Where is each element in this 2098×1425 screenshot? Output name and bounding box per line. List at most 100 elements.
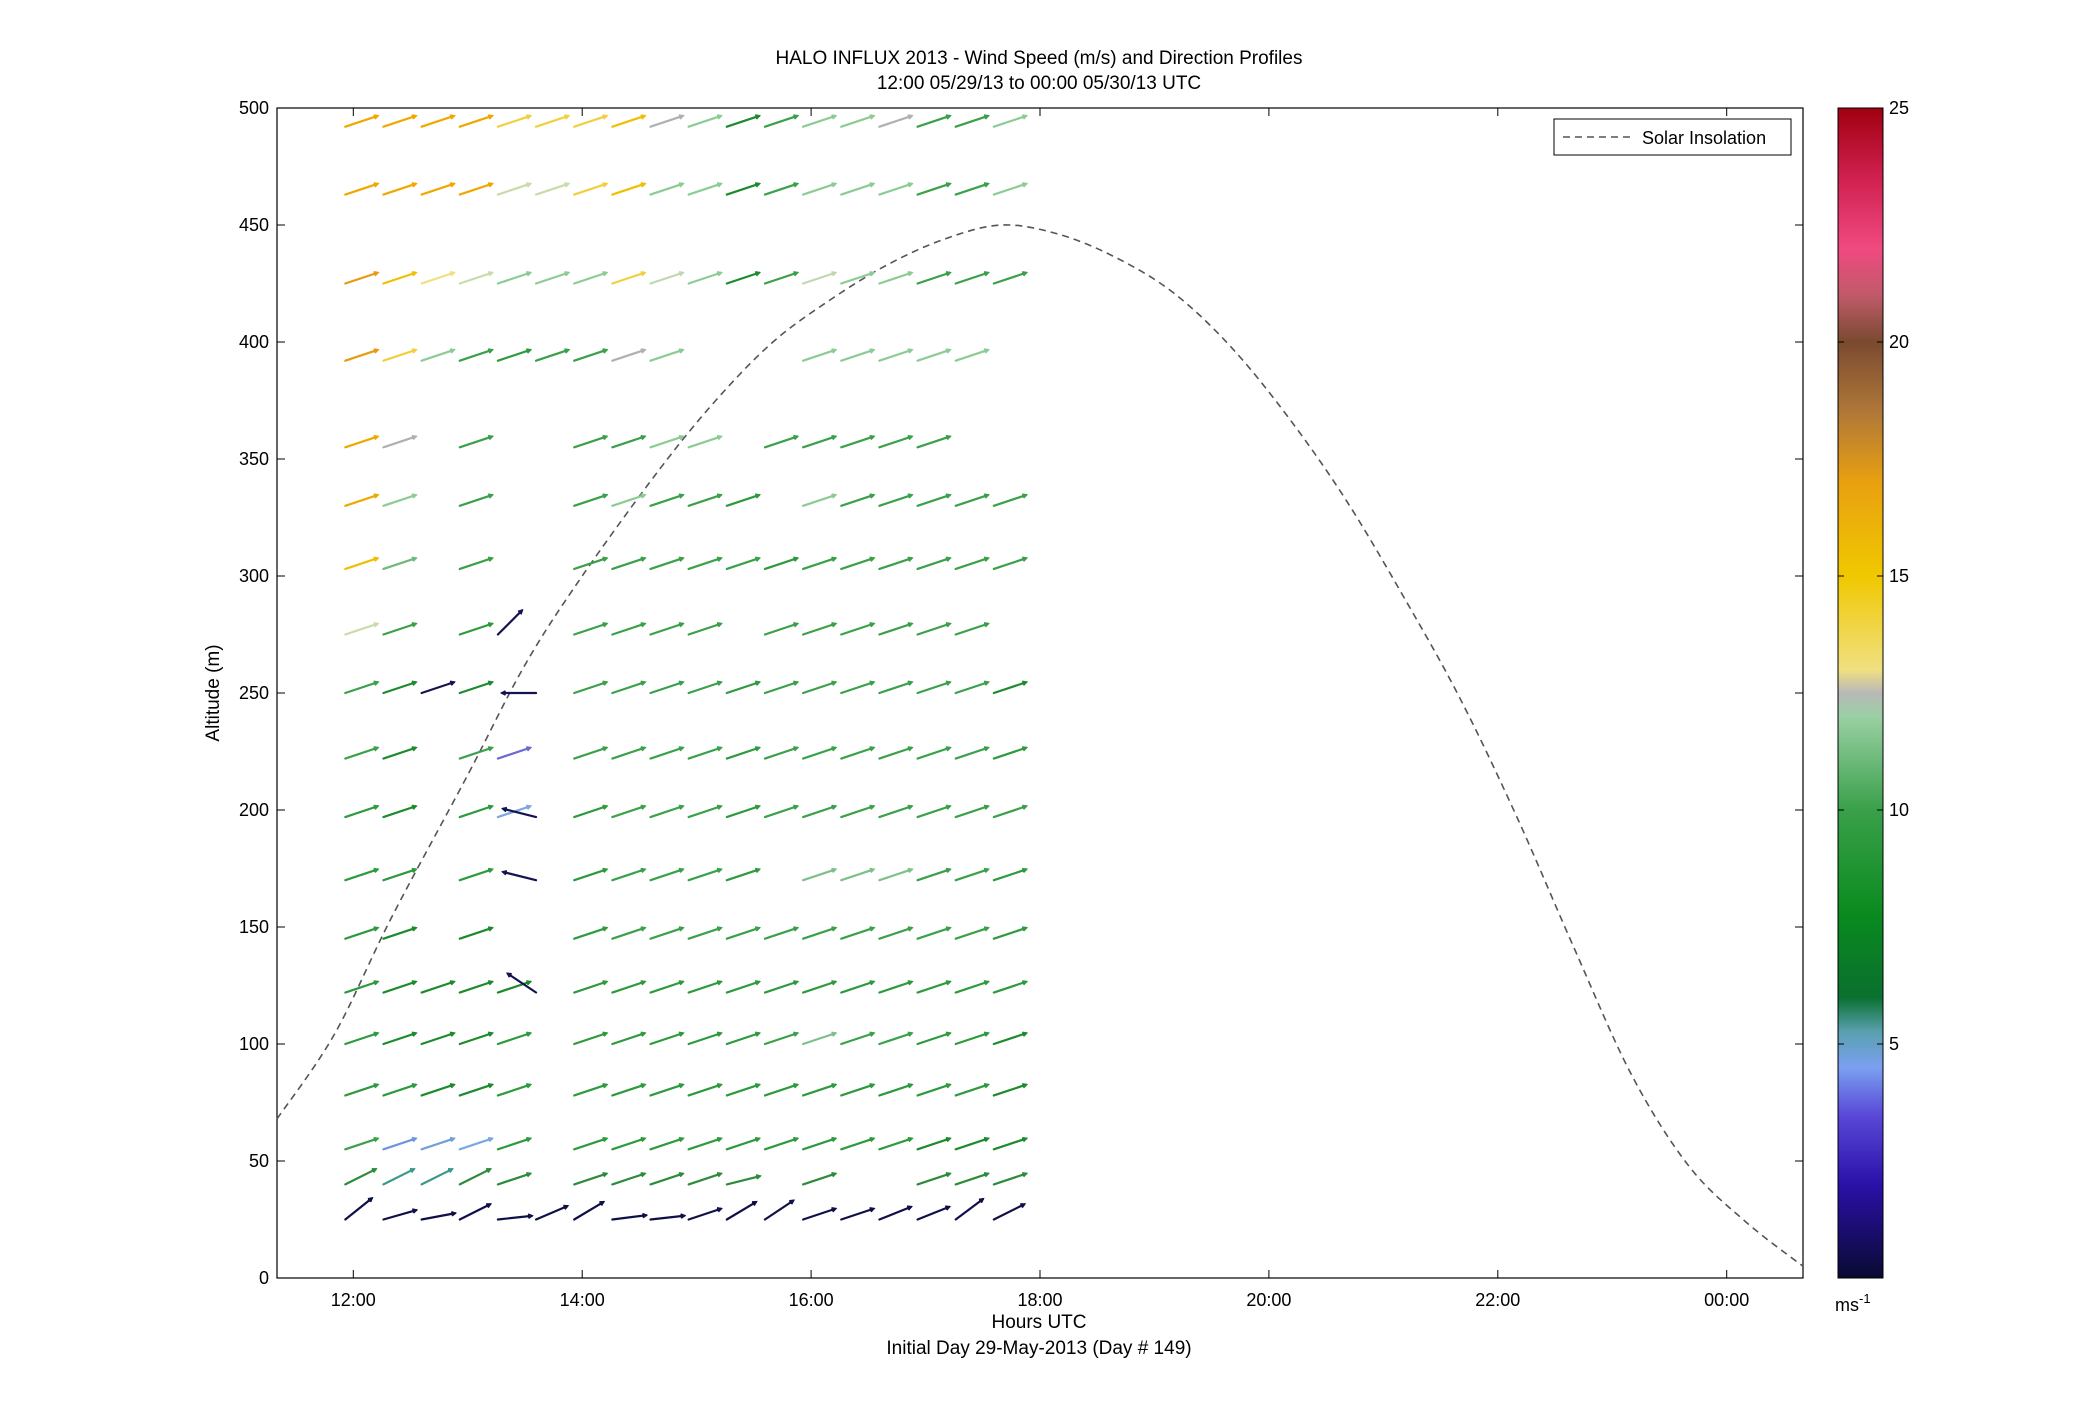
wind-arrow-shaft (344, 926, 379, 940)
wind-arrow-head (983, 114, 990, 120)
wind-arrow-head (373, 1031, 380, 1037)
wind-arrow (458, 622, 494, 636)
wind-arrow (458, 926, 494, 940)
wind-arrow (382, 434, 418, 449)
wind-arrow (687, 1031, 723, 1046)
wind-arrow (611, 1031, 647, 1046)
wind-arrow-shaft (916, 1205, 951, 1221)
wind-arrow-shaft (496, 1137, 532, 1151)
wind-arrow-head (754, 182, 762, 188)
wind-arrow-head (793, 114, 800, 120)
wind-arrow-head (869, 746, 876, 752)
wind-arrow (382, 1136, 418, 1151)
wind-arrow-shaft (649, 271, 684, 285)
wind-arrow-shaft (496, 1032, 532, 1046)
wind-arrow-head (411, 980, 418, 986)
wind-arrow-shaft (649, 980, 684, 994)
wind-arrow-shaft (611, 1032, 646, 1046)
x-tick-label: 22:00 (1475, 1290, 1520, 1310)
wind-arrow-head (411, 926, 418, 932)
wind-arrow (611, 493, 647, 507)
wind-arrow-head (793, 1031, 800, 1037)
wind-arrow (840, 980, 876, 994)
wind-arrow (344, 926, 380, 940)
wind-arrow-head (907, 271, 914, 277)
wind-arrow (420, 680, 456, 695)
wind-arrow-head (678, 493, 685, 499)
wind-arrow-head (716, 1083, 723, 1089)
wind-arrow-shaft (840, 746, 875, 760)
wind-arrow (878, 804, 914, 819)
wind-arrow-head (487, 182, 494, 188)
wind-arrow (611, 1212, 649, 1221)
y-tick-label: 50 (249, 1151, 269, 1171)
wind-arrow-shaft (801, 557, 837, 571)
wind-arrow (763, 926, 800, 940)
wind-arrow-head (602, 1083, 609, 1089)
wind-arrow-shaft (992, 1032, 1028, 1046)
wind-arrow-head (526, 1031, 533, 1037)
wind-arrow (573, 1083, 609, 1097)
y-axis-label: Altitude (m) (203, 644, 224, 741)
wind-arrow-head (945, 1136, 952, 1143)
wind-arrow (344, 182, 380, 196)
wind-arrow-head (486, 1168, 493, 1174)
wind-arrow (420, 1083, 456, 1097)
wind-arrow (649, 114, 685, 128)
wind-arrow-head (678, 1031, 685, 1037)
wind-arrow (382, 348, 418, 362)
wind-arrow (801, 926, 838, 940)
wind-arrow-shaft (687, 271, 723, 285)
wind-arrow-head (640, 1083, 647, 1089)
wind-arrow-shaft (611, 926, 646, 940)
wind-arrow-head (793, 434, 800, 441)
wind-arrow (649, 746, 685, 760)
wind-arrow (506, 972, 538, 994)
wind-arrow-shaft (840, 622, 875, 636)
wind-arrow-head (506, 972, 512, 978)
wind-arrow (916, 680, 952, 695)
wind-arrow-shaft (344, 805, 379, 819)
wind-arrow-shaft (916, 1083, 951, 1097)
wind-arrow-shaft (420, 1083, 455, 1097)
wind-arrow-head (373, 348, 380, 354)
wind-arrow-head (831, 926, 838, 932)
wind-arrow-head (754, 746, 762, 752)
wind-arrow-shaft (725, 1032, 761, 1046)
wind-arrow (458, 1203, 493, 1221)
wind-arrow-shaft (458, 114, 494, 128)
wind-arrow-head (907, 926, 914, 932)
wind-arrow-shaft (801, 1137, 837, 1151)
wind-arrow-shaft (458, 1203, 492, 1221)
wind-arrow-head (716, 271, 723, 277)
wind-arrow-head (945, 867, 952, 874)
wind-arrow-shaft (840, 182, 875, 196)
wind-arrow (573, 271, 609, 285)
wind-arrow-head (945, 182, 952, 188)
wind-arrow-shaft (344, 1197, 373, 1221)
wind-arrow-head (869, 622, 876, 628)
wind-arrow (992, 1031, 1029, 1046)
wind-arrow-head (907, 556, 914, 562)
wind-arrow (649, 680, 685, 695)
wind-arrow-head (373, 1136, 380, 1143)
wind-arrow-head (983, 746, 990, 752)
wind-arrow-shaft (687, 1207, 723, 1221)
wind-arrow-head (526, 980, 533, 986)
wind-arrow-head (754, 980, 762, 986)
wind-arrow (992, 114, 1029, 128)
wind-arrow (573, 434, 609, 449)
wind-arrow-shaft (573, 435, 608, 449)
wind-arrow-head (373, 493, 380, 499)
wind-arrow-head (373, 114, 380, 120)
wind-arrow (458, 1136, 494, 1151)
wind-arrow (501, 806, 538, 819)
wind-arrow-head (678, 867, 685, 874)
wind-arrow-head (716, 804, 723, 810)
wind-arrow (649, 1171, 685, 1186)
wind-arrow-shaft (992, 182, 1028, 196)
wind-arrow-head (983, 1083, 990, 1089)
wind-arrow-head (450, 1211, 458, 1217)
wind-arrow (916, 746, 952, 760)
